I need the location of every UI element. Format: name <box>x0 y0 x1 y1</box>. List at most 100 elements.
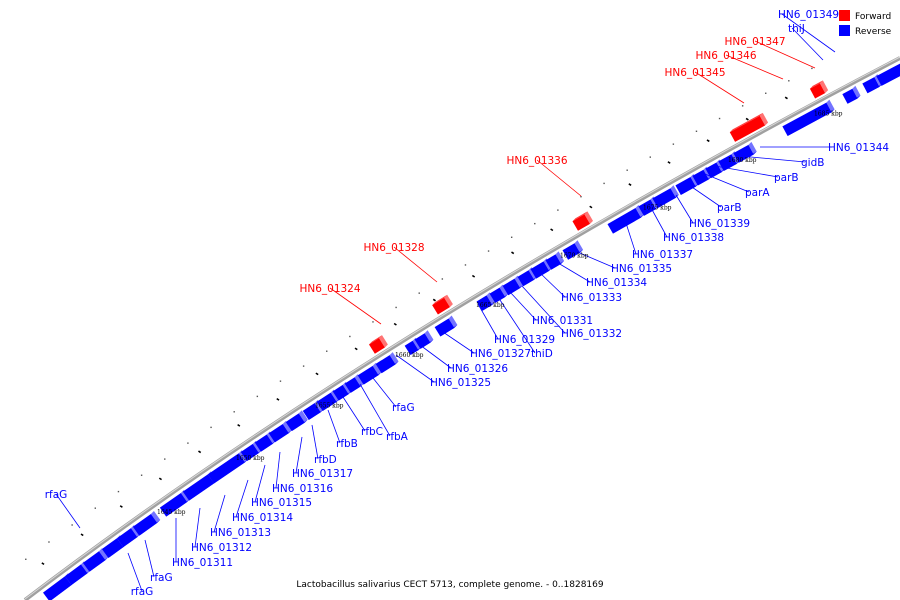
kbp-tick-label: 1655 kbp <box>315 403 344 410</box>
reverse-gene-label: HN6_01327 <box>470 348 531 360</box>
reverse-gene-label: HN6_01331 <box>532 315 593 327</box>
reverse-gene-block <box>414 330 434 349</box>
reverse-gene-block <box>545 251 565 270</box>
reverse-gene-label: parB <box>774 172 799 184</box>
reverse-gene-label: HN6_01339 <box>689 218 750 230</box>
reverse-gene-block <box>207 450 248 484</box>
legend-forward-swatch <box>839 10 850 21</box>
reverse-gene-block <box>502 275 524 296</box>
reverse-gene-block <box>607 205 644 234</box>
reverse-gene-block <box>404 337 422 356</box>
reverse-gene-block <box>316 389 340 411</box>
forward-gene-label: HN6_01336 <box>506 155 567 167</box>
genome-backbone <box>23 56 900 600</box>
forward-gene-label: HN6_01324 <box>299 283 360 295</box>
reverse-gene-label: thiD <box>531 348 553 360</box>
reverse-gene-label: HN6_01332 <box>561 328 622 340</box>
legend-reverse-swatch <box>839 25 850 36</box>
kbp-ticks: 1645 kbp 1650 kbp 1655 kbp 1660 kbp 1665 kbp… <box>157 110 843 516</box>
reverse-gene-label: HN6_01311 <box>172 557 233 569</box>
reverse-gene-block <box>733 141 757 163</box>
reverse-gene-label: parB <box>717 202 742 214</box>
reverse-gene-block <box>344 374 364 393</box>
label-leader-lines <box>55 13 836 592</box>
kbp-tick-label: 1645 kbp <box>157 509 186 516</box>
reverse-gene-label: HN6_01312 <box>191 542 252 554</box>
reverse-gene-block <box>285 410 308 432</box>
reverse-gene-block <box>132 510 161 536</box>
reverse-gene-label: rfbC <box>361 426 383 438</box>
reverse-gene-label: rfaG <box>392 402 415 414</box>
kbp-tick-label: 1670 kbp <box>560 252 589 259</box>
reverse-gene-block <box>302 400 324 421</box>
reverse-gene-label: thiJ <box>788 23 805 35</box>
reverse-gene-block <box>375 352 399 374</box>
reverse-gene-label: HN6_01325 <box>430 377 491 389</box>
reverse-gene-label: rfbA <box>386 431 409 443</box>
kbp-tick-label: 1650 kbp <box>236 455 265 462</box>
legend-reverse-label: Reverse <box>855 27 892 37</box>
reverse-gene-block <box>476 292 496 311</box>
forward-strand-dots <box>25 67 813 560</box>
reverse-gene-block <box>159 489 191 517</box>
kbp-tick-label: 1665 kbp <box>476 302 505 309</box>
reverse-gene-label: rfaG <box>131 586 154 598</box>
reverse-gene-block <box>652 185 679 208</box>
forward-gene-block <box>729 112 769 142</box>
forward-gene-label: HN6_01328 <box>363 242 424 254</box>
reverse-gene-label: rfaG <box>45 489 68 501</box>
reverse-gene-label: HN6_01316 <box>272 483 333 495</box>
reverse-gene-label: HN6_01329 <box>494 334 555 346</box>
forward-gene-block <box>369 335 388 354</box>
reverse-gene-label: gidB <box>801 157 824 169</box>
reverse-gene-block <box>82 548 109 572</box>
strand-dashes <box>41 96 788 566</box>
kbp-tick-label: 1675 kbp <box>643 204 672 211</box>
reverse-gene-block <box>782 99 835 137</box>
forward-gene-label: HN6_01346 <box>695 50 756 62</box>
reverse-gene-blocks <box>42 63 900 600</box>
forward-gene-blocks <box>369 80 829 354</box>
reverse-gene-label: HN6_01317 <box>292 468 353 480</box>
reverse-gene-block <box>64 561 91 586</box>
reverse-gene-block <box>489 284 509 304</box>
reverse-gene-label: HN6_01344 <box>828 142 889 154</box>
reverse-gene-label: HN6_01335 <box>611 263 672 275</box>
reverse-gene-block <box>876 63 900 86</box>
kbp-tick-label: 1685 kbp <box>814 110 843 117</box>
reverse-gene-label: HN6_01315 <box>251 497 312 509</box>
reverse-gene-label: rfbB <box>336 438 358 450</box>
reverse-gene-block <box>268 420 292 443</box>
gene-labels: HN6_01324 HN6_01328 HN6_01336 HN6_01345 HN6_… <box>45 9 890 598</box>
reverse-gene-label: HN6_01338 <box>663 232 724 244</box>
reverse-gene-block <box>254 431 276 452</box>
kbp-tick-label: 1660 kbp <box>395 352 424 359</box>
reverse-gene-label: HN6_01337 <box>632 249 693 261</box>
reverse-gene-label: HN6_01334 <box>586 277 647 289</box>
reverse-gene-block <box>562 240 584 260</box>
reverse-gene-block <box>842 85 861 104</box>
reverse-gene-label: HN6_01349 <box>778 9 839 21</box>
reverse-gene-block <box>240 440 262 462</box>
reverse-gene-label: parA <box>745 187 770 199</box>
legend: Forward Reverse <box>839 10 892 37</box>
reverse-gene-label: HN6_01314 <box>232 512 293 524</box>
reverse-gene-label: HN6_01333 <box>561 292 622 304</box>
genome-caption: Lactobacillus salivarius CECT 5713, comp… <box>296 580 603 590</box>
reverse-gene-block <box>357 362 382 385</box>
legend-forward-label: Forward <box>855 12 891 22</box>
forward-gene-label: HN6_01345 <box>664 67 725 79</box>
forward-gene-block <box>432 294 453 315</box>
forward-gene-label: HN6_01347 <box>724 36 785 48</box>
reverse-gene-label: HN6_01326 <box>447 363 508 375</box>
reverse-gene-block <box>332 381 352 401</box>
reverse-gene-block <box>434 315 458 337</box>
kbp-tick-label: 1680 kbp <box>728 157 757 164</box>
forward-gene-block <box>572 211 593 231</box>
reverse-gene-label: rfbD <box>314 454 337 466</box>
reverse-gene-label: rfaG <box>150 572 173 584</box>
reverse-gene-block <box>116 525 141 548</box>
forward-gene-block <box>809 80 829 99</box>
